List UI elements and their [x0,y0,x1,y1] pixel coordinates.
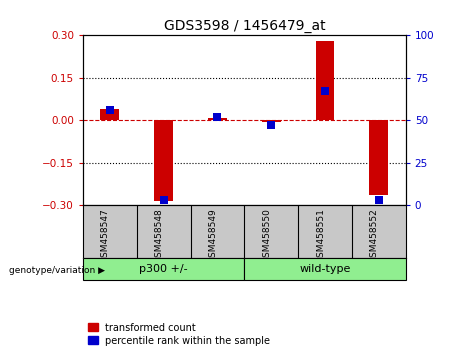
Legend: transformed count, percentile rank within the sample: transformed count, percentile rank withi… [88,323,270,346]
Title: GDS3598 / 1456479_at: GDS3598 / 1456479_at [164,19,325,33]
Bar [244,258,406,280]
Bar [83,258,244,280]
Bar [316,41,334,120]
Text: p300 +/-: p300 +/- [139,264,188,274]
Bar [154,120,173,201]
Text: GSM458548: GSM458548 [154,208,164,263]
Text: GSM458550: GSM458550 [262,208,271,263]
Text: GSM458552: GSM458552 [370,208,379,263]
Text: GSM458551: GSM458551 [316,208,325,263]
Text: wild-type: wild-type [299,264,351,274]
Bar [369,120,388,195]
Bar [208,118,227,120]
Bar [262,120,281,122]
Bar [100,109,119,120]
Text: GSM458547: GSM458547 [101,208,110,263]
Text: genotype/variation ▶: genotype/variation ▶ [9,266,105,275]
Text: GSM458549: GSM458549 [208,208,218,263]
